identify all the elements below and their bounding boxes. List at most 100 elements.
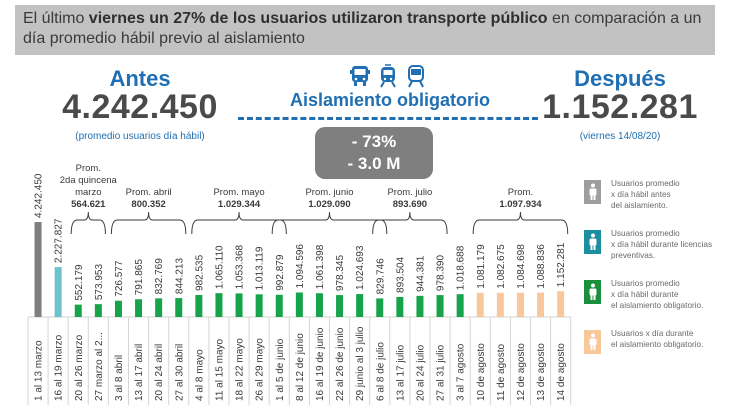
legend-item-gray: Usuarios promedio x día hábil antes del ai… [584, 178, 730, 218]
category-label: 20 al 24 julio [415, 344, 426, 401]
category-label: 14 de agosto [556, 343, 567, 401]
bar-value-label: 1.088.836 [536, 244, 547, 289]
annotation-value: 564.621 [71, 199, 106, 210]
category-label: 4 al 8 mayo [194, 349, 205, 401]
annotation-value: 800.352 [131, 199, 165, 210]
category-label: 29 junio al 3 julio [355, 326, 366, 401]
bar-value-label: 4.242.450 [34, 173, 45, 218]
annotation-value: 1.029.090 [308, 199, 350, 210]
annotation-label: marzo [75, 187, 101, 198]
legend-text: Usuarios promedio x día hábil durante el a… [611, 279, 704, 310]
bar [114, 300, 122, 317]
train-icon [408, 65, 424, 88]
category-label: 11 al 15 mayo [214, 338, 225, 401]
category-label: 16 al 19 marzo [54, 334, 65, 401]
bar-value-label: 791.865 [134, 259, 145, 296]
bar-value-label: 1.053.368 [235, 244, 246, 289]
antes-label: Antes [109, 66, 171, 91]
delta-absolute: - 3.0 M [347, 154, 401, 173]
bar [336, 295, 344, 317]
bar [235, 293, 243, 317]
bar-value-label: 1.065.110 [214, 245, 225, 289]
bar [34, 222, 42, 317]
bar [315, 293, 323, 317]
bar [255, 294, 263, 317]
bar [396, 296, 404, 317]
bar [215, 293, 223, 317]
category-label: 13 al 17 julio [395, 344, 406, 401]
bar-value-label: 1.024.693 [355, 245, 366, 290]
bar-value-label: 1.061.398 [315, 244, 326, 289]
bus-icon [350, 66, 370, 86]
category-label: 13 al 17 abril [134, 344, 145, 401]
category-label: 26 al 29 mayo [255, 338, 266, 401]
bar [476, 292, 484, 317]
category-label: 10 de agosto [476, 343, 487, 401]
bar-value-label: 1.013.119 [255, 246, 266, 290]
bar-value-label: 829.746 [375, 258, 386, 295]
bracket [372, 211, 448, 235]
bar-value-label: 1.081.179 [476, 244, 487, 289]
category-label: 6 al 8 de julio [375, 342, 386, 401]
delta-percent: - 73% [351, 132, 397, 151]
category-label: 1 al 5 de junio [275, 338, 286, 401]
timeline-dashed-line [238, 117, 538, 120]
bar-value-label: 1.082.675 [496, 244, 507, 289]
bar-value-label: 1.018.688 [456, 245, 467, 290]
bar [356, 294, 364, 317]
annotation-label: Prom. [76, 163, 101, 174]
antes-value: 4.242.450 [62, 88, 218, 126]
annotation-label: Prom. junio [305, 187, 353, 198]
category-label: 1 al 13 marzo [34, 340, 45, 401]
annotation-label: 2da quincena [60, 175, 118, 186]
person-icon [584, 180, 601, 204]
bar [496, 292, 504, 317]
bracket [191, 211, 287, 235]
headline-bold: viernes un 27% de los usuarios utilizaro… [88, 10, 548, 27]
headline-post: en comparación a un día promedio hábil p… [23, 10, 702, 47]
despues-value: 1.152.281 [542, 88, 698, 126]
annotation-label: Prom. mayo [213, 187, 264, 198]
bar-value-label: 1.094.596 [295, 244, 306, 289]
bar [516, 292, 524, 317]
bar-value-label: 992.879 [275, 254, 286, 291]
annotation-value: 1.029.344 [218, 199, 261, 210]
despues-note: (viernes 14/08/20) [579, 131, 661, 142]
legend-text: Usuarios promedio x día hábil durante lic… [611, 229, 713, 260]
bar-value-label: 2.227.827 [54, 218, 65, 263]
category-label: 3 al 8 abril [114, 355, 125, 401]
tram-icon [380, 64, 396, 88]
headline-banner: El último viernes un 27% de los usuarios… [15, 5, 715, 55]
bar [155, 298, 163, 317]
annotation-label: Prom. [508, 187, 533, 198]
delta-box: - 73% - 3.0 M [315, 127, 433, 179]
annotation-value: 1.097.934 [499, 199, 542, 210]
category-label: 13 de agosto [536, 343, 547, 401]
bar [557, 291, 565, 317]
annotation-label: Prom. julio [387, 187, 432, 198]
bar-value-label: 552.179 [74, 264, 85, 301]
category-label: 20 al 26 marzo [74, 334, 85, 401]
bar-value-label: 1.084.698 [516, 244, 527, 289]
bar [275, 294, 283, 317]
annotation-value: 893.690 [393, 199, 427, 210]
bar-value-label: 893.504 [395, 256, 406, 293]
bar [436, 295, 444, 317]
bar [295, 292, 303, 317]
bar [537, 292, 545, 317]
bar [54, 267, 62, 317]
annotation-label: Prom. abril [126, 187, 172, 198]
bar [175, 298, 183, 317]
category-label: 8 al 12 de junio [295, 333, 306, 401]
category-label: 18 al 22 mayo [235, 338, 246, 401]
legend-text: Usuarios promedio x día hábil antes del ai… [611, 179, 680, 210]
bar [456, 294, 464, 317]
bar [195, 294, 203, 317]
legend-item-peach: Usuarios x día durante el aislamiento obl… [584, 328, 730, 368]
bar-value-label: 1.152.281 [556, 242, 567, 287]
bracket [70, 211, 106, 235]
legend-text: Usuarios x día durante el aislamiento obl… [611, 329, 704, 349]
transport-icons [333, 64, 443, 88]
category-label: 11 de agosto [496, 343, 507, 401]
bracket [472, 211, 569, 235]
